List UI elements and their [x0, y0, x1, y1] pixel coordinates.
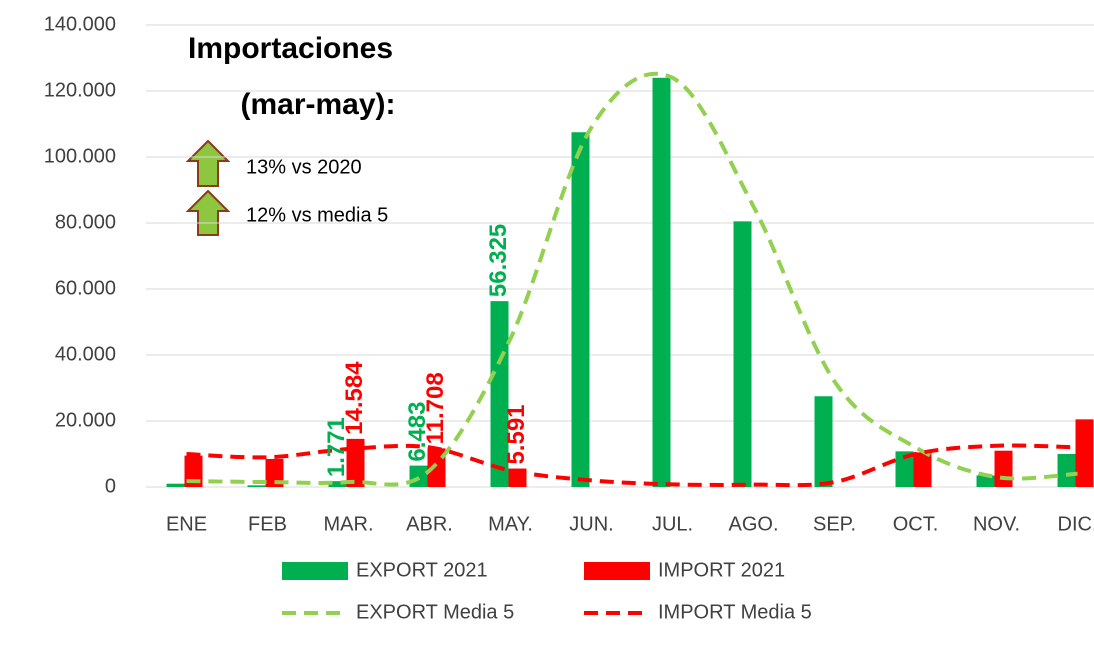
line [186, 71, 1078, 487]
bar [409, 465, 428, 487]
grid [146, 24, 1094, 488]
y-tick-label: 100.000 [44, 145, 116, 167]
bar [427, 448, 446, 487]
bar [895, 451, 914, 487]
data-label: 6.483 [404, 402, 431, 462]
y-tick-label: 0 [105, 475, 116, 497]
bar [346, 438, 365, 487]
legend-label: EXPORT 2021 [356, 559, 488, 581]
bar [490, 301, 509, 487]
y-tick-label: 20.000 [55, 409, 116, 431]
bar [571, 132, 590, 487]
x-tick-label: SEP. [813, 513, 856, 535]
bar [247, 485, 266, 487]
y-tick-label: 140.000 [44, 13, 116, 35]
line [186, 443, 1078, 488]
data-label: 11.708 [422, 372, 449, 444]
data-label: 1.771 [323, 417, 350, 477]
x-tick-label: JUN. [569, 513, 613, 535]
x-tick-label: MAY. [488, 513, 533, 535]
bar [976, 475, 995, 487]
up-arrow [185, 189, 231, 236]
data-label: 5.591 [503, 404, 530, 464]
annotation-text: 13% vs 2020 [246, 156, 362, 178]
legend-swatch [282, 562, 348, 580]
x-tick-label: DIC. [1058, 513, 1094, 535]
annotation-subtitle: (mar-may): [240, 88, 395, 121]
x-tick-label: ABR. [406, 513, 453, 535]
bar [265, 458, 284, 487]
bar [166, 483, 185, 487]
data-label: 14.584 [341, 361, 368, 435]
data-label: 56.325 [485, 224, 512, 297]
bar [913, 452, 932, 487]
up-arrow [185, 139, 231, 187]
y-tick-label: 80.000 [55, 211, 116, 233]
annotation-text: 12% vs media 5 [246, 204, 388, 226]
y-tick-label: 120.000 [44, 79, 116, 101]
bar [994, 450, 1013, 487]
x-tick-label: AGO. [728, 513, 778, 535]
bar [328, 481, 347, 487]
legend-label: IMPORT 2021 [658, 559, 785, 581]
y-tick-label: 60.000 [55, 277, 116, 299]
x-tick-label: OCT. [893, 513, 939, 535]
legend-swatch [584, 562, 650, 580]
bar [733, 221, 752, 487]
bar [652, 77, 671, 488]
bar [1057, 454, 1076, 487]
bar [814, 396, 833, 487]
bar [1075, 419, 1094, 487]
y-tick-label: 40.000 [55, 343, 116, 365]
x-tick-label: ENE [166, 513, 207, 535]
x-tick-label: JUL. [652, 513, 693, 535]
x-tick-label: MAR. [324, 513, 374, 535]
x-tick-label: NOV. [973, 513, 1020, 535]
annotation-title: Importaciones [188, 32, 393, 65]
legend-label: IMPORT Media 5 [658, 601, 812, 623]
x-tick-label: FEB [248, 513, 287, 535]
legend-label: EXPORT Media 5 [356, 601, 514, 623]
